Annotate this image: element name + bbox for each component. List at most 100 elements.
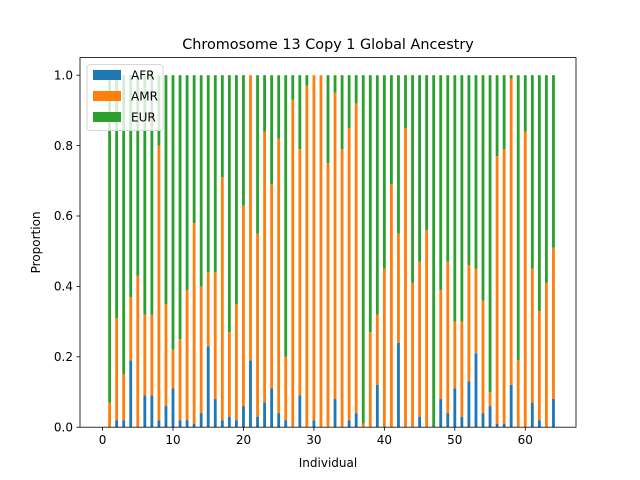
bar-afr-6 — [143, 396, 146, 428]
bar-amr-21 — [249, 75, 252, 360]
bar-eur-40 — [383, 75, 386, 269]
bar-eur-38 — [369, 75, 372, 332]
bar-afr-49 — [446, 413, 449, 427]
bar-afr-8 — [158, 420, 161, 427]
bar-amr-34 — [341, 149, 344, 427]
y-tick-label: 0.0 — [54, 420, 73, 434]
bar-eur-34 — [341, 75, 344, 149]
bar-amr-51 — [460, 322, 463, 417]
bar-amr-13 — [193, 223, 196, 424]
bar-amr-14 — [200, 286, 203, 413]
bar-amr-40 — [383, 269, 386, 427]
bar-amr-17 — [221, 177, 224, 420]
x-tick-label: 50 — [447, 433, 462, 447]
bar-amr-44 — [411, 283, 414, 427]
bar-afr-61 — [531, 403, 534, 428]
bar-eur-28 — [298, 75, 301, 149]
bar-afr-4 — [129, 360, 132, 427]
bar-eur-57 — [503, 75, 506, 149]
bar-amr-39 — [376, 315, 379, 385]
bar-afr-22 — [256, 417, 259, 428]
bar-amr-49 — [446, 262, 449, 413]
bar-amr-56 — [496, 156, 499, 424]
bar-amr-50 — [453, 322, 456, 389]
bar-afr-9 — [165, 406, 168, 427]
bar-amr-10 — [172, 350, 175, 389]
x-tick-label: 60 — [518, 433, 533, 447]
bar-amr-30 — [313, 75, 316, 420]
bar-amr-3 — [122, 374, 125, 420]
bar-amr-12 — [186, 290, 189, 420]
bar-afr-2 — [115, 420, 118, 427]
bar-amr-16 — [214, 272, 217, 399]
bar-eur-47 — [432, 75, 435, 427]
bar-amr-60 — [524, 132, 527, 428]
bar-amr-32 — [327, 163, 330, 427]
bar-afr-56 — [496, 424, 499, 428]
bar-amr-7 — [150, 315, 153, 396]
bar-eur-41 — [390, 75, 393, 184]
bar-eur-10 — [172, 75, 175, 350]
bar-eur-22 — [256, 75, 259, 233]
bar-afr-3 — [122, 420, 125, 427]
bar-eur-54 — [482, 75, 485, 300]
bar-afr-50 — [453, 388, 456, 427]
bar-eur-24 — [270, 75, 273, 184]
bar-afr-24 — [270, 388, 273, 427]
bar-afr-39 — [376, 385, 379, 427]
legend-label-eur: EUR — [131, 111, 156, 125]
bar-amr-27 — [291, 100, 294, 427]
bar-afr-17 — [221, 420, 224, 427]
bar-amr-57 — [503, 149, 506, 424]
y-tick-label: 0.2 — [54, 350, 73, 364]
bar-eur-13 — [193, 75, 196, 223]
bar-amr-20 — [242, 205, 245, 406]
bar-amr-54 — [482, 300, 485, 413]
bar-afr-62 — [538, 420, 541, 427]
bar-afr-42 — [397, 343, 400, 427]
bar-afr-21 — [249, 360, 252, 427]
legend-swatch-eur — [93, 112, 121, 122]
y-tick-label: 0.8 — [54, 139, 73, 153]
bar-eur-16 — [214, 75, 217, 272]
bar-eur-9 — [165, 75, 168, 304]
bar-afr-36 — [355, 413, 358, 427]
bar-afr-33 — [334, 399, 337, 427]
bar-amr-36 — [355, 103, 358, 413]
bar-amr-19 — [235, 304, 238, 420]
y-axis-label: Proportion — [29, 211, 43, 273]
bar-eur-32 — [327, 75, 330, 163]
bar-afr-54 — [482, 413, 485, 427]
bar-afr-23 — [263, 403, 266, 428]
bar-afr-57 — [503, 424, 506, 428]
bar-amr-23 — [263, 132, 266, 403]
bar-eur-59 — [517, 75, 520, 360]
x-axis-label: Individual — [299, 456, 357, 470]
bar-amr-43 — [404, 128, 407, 427]
bar-eur-25 — [277, 75, 280, 138]
y-tick-label: 0.6 — [54, 209, 73, 223]
bar-afr-58 — [510, 385, 513, 427]
bar-amr-38 — [369, 332, 372, 427]
bar-amr-28 — [298, 149, 301, 395]
legend-swatch-afr — [93, 70, 121, 80]
legend: AFR AMR EUR — [87, 65, 163, 131]
bar-afr-51 — [460, 417, 463, 428]
bar-eur-29 — [305, 75, 308, 86]
bar-eur-27 — [291, 75, 294, 100]
bar-amr-59 — [517, 360, 520, 427]
bar-eur-56 — [496, 75, 499, 156]
bar-eur-19 — [235, 75, 238, 304]
legend-label-afr: AFR — [131, 69, 154, 83]
x-tick-label: 40 — [377, 433, 392, 447]
bar-eur-48 — [439, 75, 442, 290]
x-tick-label: 30 — [306, 433, 321, 447]
x-tick-label: 0 — [99, 433, 107, 447]
bar-eur-45 — [418, 75, 421, 262]
bar-amr-8 — [158, 146, 161, 421]
bar-eur-15 — [207, 75, 210, 272]
bar-amr-15 — [207, 272, 210, 346]
bar-amr-5 — [136, 276, 139, 427]
bar-afr-11 — [179, 420, 182, 427]
